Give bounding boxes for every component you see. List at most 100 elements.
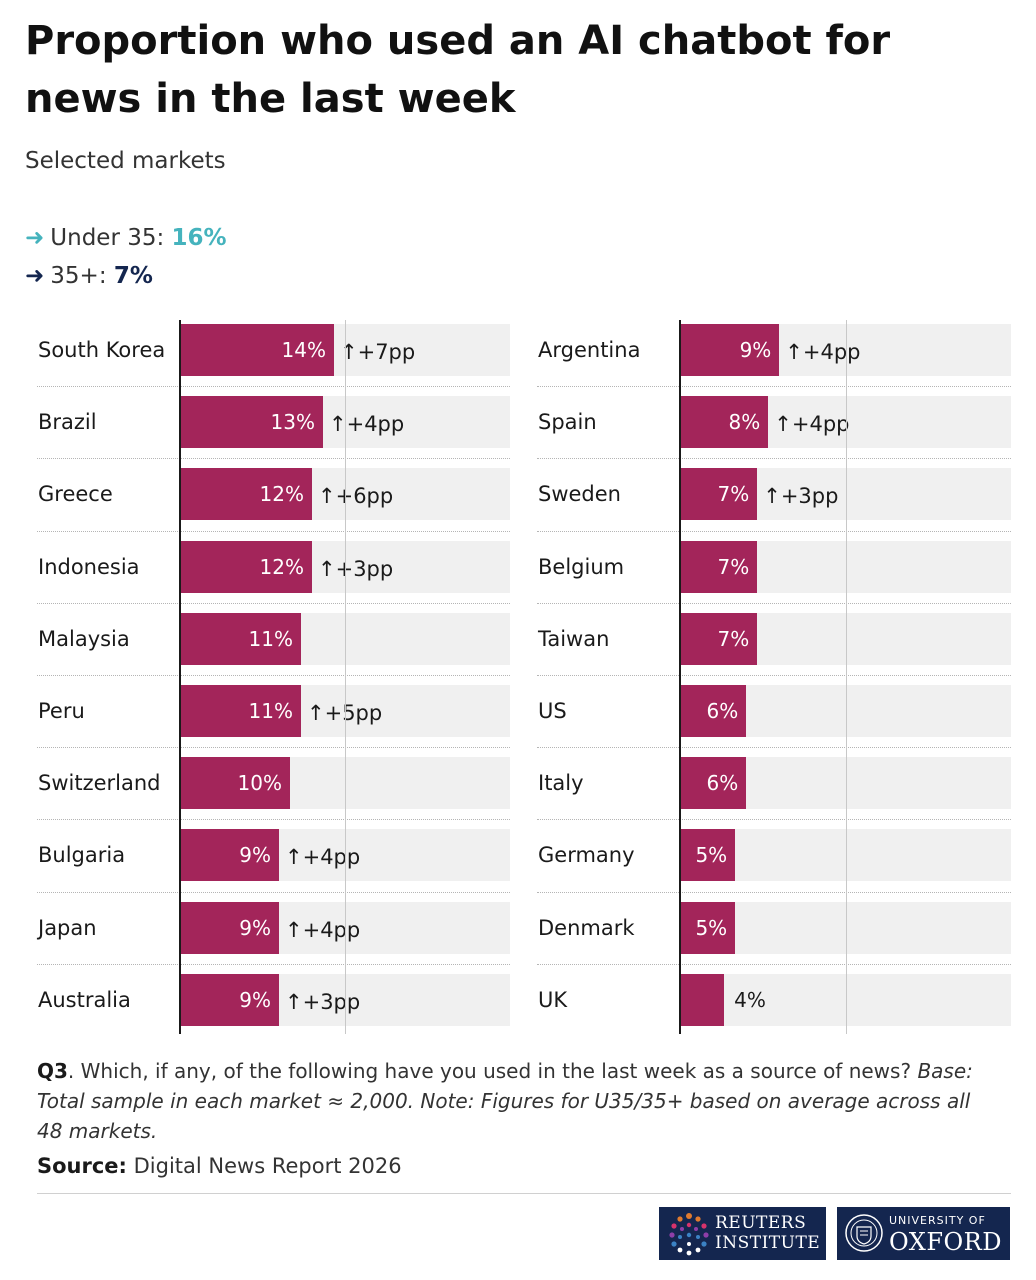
source-label: Source:	[37, 1154, 127, 1178]
reuters-logo-line1: REUTERS	[715, 1213, 807, 1233]
reuters-dots-icon	[669, 1213, 709, 1256]
bar-row: Denmark 5%	[537, 891, 1011, 954]
footer-divider	[37, 1193, 1011, 1194]
bar	[680, 829, 736, 882]
question-id: Q3	[37, 1059, 68, 1083]
row-separator	[537, 530, 1011, 532]
bar-row: Taiwan 7%	[537, 602, 1011, 665]
chart-title: Proportion who used an AI chatbot for ne…	[25, 18, 891, 122]
bar-row: Brazil 13% ↑+4pp	[37, 386, 510, 449]
question-text: . Which, if any, of the following have y…	[67, 1059, 918, 1083]
chart-panel-left: South Korea 14% ↑+7pp Brazil 13% ↑+4pp Greece 1…	[37, 320, 510, 1034]
country-label: Taiwan	[538, 626, 610, 651]
oxford-logo-line1: UNIVERSITY OF	[889, 1214, 986, 1227]
bar-row: Indonesia 12% ↑+3pp	[37, 530, 510, 593]
bar	[180, 612, 301, 665]
row-separator	[537, 891, 1011, 893]
bar	[180, 901, 279, 954]
stat-35-plus-label: 35+:	[50, 263, 114, 289]
value-label: 7%	[717, 482, 750, 507]
bar	[180, 757, 290, 810]
bar-row: Switzerland 10%	[37, 747, 510, 810]
oxford-crest-icon	[845, 1214, 883, 1252]
stat-under-35-value: 16%	[171, 225, 227, 251]
country-label: Denmark	[538, 915, 635, 940]
row-separator	[37, 458, 510, 460]
country-label: Malaysia	[38, 626, 130, 651]
bar-row: Sweden 7% ↑+3pp	[537, 458, 1011, 521]
bar-row: US 6%	[537, 675, 1011, 737]
bar	[180, 540, 312, 593]
row-separator	[537, 386, 1011, 388]
bar	[680, 757, 747, 810]
bar-row: Belgium 7%	[537, 530, 1011, 593]
country-label: South Korea	[38, 338, 166, 362]
value-label: 7%	[717, 626, 750, 651]
value-label: 5%	[695, 843, 728, 868]
country-label: Indonesia	[38, 554, 140, 579]
value-label: 12%	[259, 482, 304, 507]
country-label: Japan	[38, 915, 97, 940]
stat-35-plus: ➜ 35+: 7%	[25, 263, 153, 289]
bar-row: Bulgaria 9% ↑+4pp	[37, 819, 510, 882]
stat-under-35: ➜ Under 35: 16%	[25, 225, 227, 251]
survey-note: Q3. Which, if any, of the following have…	[37, 1056, 997, 1146]
bar	[680, 685, 747, 737]
oxford-logo-line2: OXFORD	[889, 1228, 1002, 1256]
baseline-axis	[679, 320, 681, 1034]
base-note: Base: Total sample in each market ≈ 2,00…	[37, 1059, 973, 1143]
bar	[680, 901, 736, 954]
stat-under-35-label: Under 35:	[50, 225, 172, 251]
row-separator	[37, 747, 510, 749]
bar	[680, 396, 769, 449]
bar	[680, 540, 758, 593]
value-label: 9%	[239, 987, 271, 1012]
row-separator	[537, 675, 1011, 676]
change-label: ↑+3pp	[318, 556, 394, 581]
value-label: 12%	[259, 554, 304, 579]
oxford-university-logo: UNIVERSITY OF OXFORD	[837, 1207, 1010, 1260]
bar-row: Spain 8% ↑+4pp	[537, 386, 1011, 449]
row-separator	[37, 530, 510, 532]
baseline-axis	[179, 320, 181, 1034]
row-separator	[537, 747, 1011, 749]
country-label: US	[538, 699, 567, 723]
bar	[680, 324, 780, 376]
value-label: 8%	[728, 410, 761, 435]
row-separator	[537, 819, 1011, 821]
bar	[680, 973, 725, 1026]
row-separator	[37, 602, 510, 604]
stat-35-plus-value: 7%	[113, 263, 153, 289]
bar	[680, 468, 758, 521]
value-label: 9%	[239, 915, 271, 940]
bar-row: Argentina 9% ↑+4pp	[537, 324, 1011, 376]
value-label: 14%	[281, 338, 326, 362]
bar	[180, 973, 279, 1026]
value-label: 6%	[706, 771, 739, 796]
bar	[180, 324, 334, 376]
value-label: 10%	[237, 771, 282, 796]
change-label: ↑+6pp	[318, 484, 394, 509]
bar-row: Japan 9% ↑+4pp	[37, 891, 510, 954]
navy-arrow-icon: ➜	[25, 263, 45, 289]
row-separator	[537, 963, 1011, 965]
value-label: 9%	[739, 338, 772, 362]
value-label: 9%	[239, 843, 271, 868]
bar-row: Greece 12% ↑+6pp	[37, 458, 510, 521]
bar-row: Malaysia 11%	[37, 602, 510, 665]
country-label: Australia	[38, 987, 131, 1012]
change-label: ↑+3pp	[285, 989, 361, 1014]
bar	[180, 685, 301, 737]
row-separator	[37, 675, 510, 676]
bar	[680, 612, 758, 665]
row-separator	[37, 819, 510, 821]
country-label: Brazil	[38, 410, 97, 435]
change-label: ↑+3pp	[763, 484, 839, 509]
reuters-logo-line2: INSTITUTE	[715, 1233, 821, 1253]
country-label: Argentina	[538, 338, 641, 362]
reuters-institute-logo: REUTERS INSTITUTE	[659, 1207, 826, 1260]
value-label: 7%	[717, 554, 750, 579]
value-label: 11%	[248, 699, 293, 723]
source-line: Source: Digital News Report 2026	[37, 1154, 402, 1178]
value-label: 4%	[734, 987, 766, 1012]
